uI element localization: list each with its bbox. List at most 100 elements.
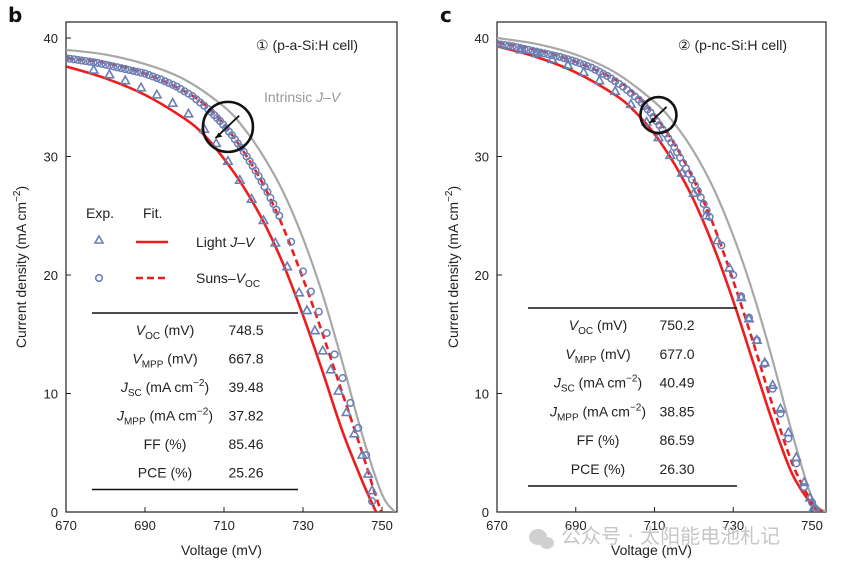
data-point-light-jv	[625, 98, 637, 109]
data-point-suns-voc	[184, 89, 193, 98]
table-param-label: PCE (%)	[138, 465, 192, 481]
data-point-suns-voc	[768, 384, 777, 393]
data-point-suns-voc	[520, 44, 529, 54]
data-point-light-jv	[664, 149, 676, 160]
data-point-light-jv	[743, 312, 755, 323]
panel-label: b	[8, 3, 22, 27]
data-point-light-jv	[151, 88, 163, 99]
table-param-value: 667.8	[228, 351, 263, 367]
data-point-light-jv	[234, 174, 246, 184]
data-point-suns-voc	[497, 40, 505, 49]
table-param-label: PCE (%)	[571, 461, 625, 477]
table-param-value: 25.26	[228, 465, 263, 481]
x-tick-label: 750	[371, 518, 393, 533]
table-param-label: JMPP (mA cm−2)	[116, 407, 213, 428]
data-point-light-jv	[515, 43, 527, 54]
panel-c: c 670 690 710 730 750 0 10 20 30 40 Voltage (mV) Cur…	[440, 3, 827, 558]
data-point-light-jv	[119, 74, 131, 85]
data-point-light-jv	[88, 63, 100, 74]
table-param-value: 748.5	[228, 322, 263, 338]
data-point-suns-voc	[306, 287, 315, 296]
highlight-circle	[639, 95, 678, 135]
data-point-light-jv	[609, 85, 621, 96]
watermark-text: 公众号 · 太阳能电池札记	[561, 524, 780, 548]
intrinsic-jv-label: Intrinsic J–V	[264, 89, 342, 105]
legend-circle-icon	[94, 273, 104, 283]
table-param-value: 40.49	[659, 375, 694, 391]
data-point-light-jv	[356, 448, 368, 459]
x-tick-label: 690	[565, 518, 587, 533]
data-point-suns-voc	[109, 62, 118, 71]
table-param-value: 86.59	[659, 432, 694, 448]
data-point-suns-voc	[595, 67, 604, 76]
data-point-light-jv	[293, 286, 305, 297]
y-tick-label: 0	[482, 505, 489, 520]
table-param-label: VOC (mV)	[136, 322, 195, 342]
table-param-value: 39.48	[228, 379, 263, 395]
data-point-suns-voc	[113, 63, 122, 72]
data-point-suns-voc	[66, 54, 71, 63]
highlight-circle	[201, 100, 255, 154]
data-point-suns-voc	[129, 66, 138, 75]
series-line-intrinsic-j-v	[497, 36, 826, 512]
data-point-suns-voc	[117, 64, 126, 73]
data-point-light-jv	[167, 97, 179, 107]
data-point-suns-voc	[152, 73, 161, 83]
data-point-light-jv	[562, 59, 574, 70]
data-point-suns-voc	[536, 48, 545, 57]
data-point-suns-voc	[330, 350, 339, 359]
data-point-suns-voc	[275, 211, 284, 220]
data-point-suns-voc	[121, 65, 130, 74]
watermark: 公众号 · 太阳能电池札记	[529, 524, 780, 549]
data-point-suns-voc	[696, 193, 705, 202]
data-point-suns-voc	[591, 65, 600, 74]
data-point-suns-voc	[172, 82, 181, 91]
series-line-light-j-v-fit	[66, 65, 378, 512]
table-param-value: 26.30	[659, 461, 694, 477]
x-tick-label: 750	[801, 518, 823, 533]
parameters-table: VOC (mV) 750.2 VMPP (mV) 677.0 JSC (mA cm−2)…	[528, 307, 737, 487]
x-tick-label: 730	[722, 518, 744, 533]
data-point-suns-voc	[737, 292, 746, 301]
x-axis-label: Voltage (mV)	[181, 542, 262, 558]
data-point-suns-voc	[552, 52, 561, 61]
data-point-suns-voc	[699, 199, 708, 208]
data-point-suns-voc	[717, 241, 726, 250]
data-point-suns-voc	[322, 329, 331, 338]
data-point-suns-voc	[807, 498, 817, 507]
x-tick-label: 670	[55, 518, 77, 533]
data-point-suns-voc	[752, 336, 761, 345]
data-point-suns-voc	[563, 55, 572, 64]
data-point-suns-voc	[500, 41, 509, 50]
series-line-light-j-v-fit	[497, 45, 822, 512]
y-tick-label: 0	[51, 505, 58, 520]
data-point-suns-voc	[354, 423, 363, 432]
data-point-light-jv	[593, 74, 605, 85]
data-point-suns-voc	[89, 58, 98, 67]
legend-fit-header: Fit.	[143, 205, 162, 221]
data-point-light-jv	[269, 236, 281, 247]
data-point-light-jv	[340, 406, 353, 417]
data-point-suns-voc	[164, 78, 173, 88]
cell-annotation: ① (p-a-Si:H cell)	[256, 37, 358, 53]
data-point-light-jv	[774, 402, 787, 413]
table-param-label: FF (%)	[144, 436, 187, 452]
panel-b: b 670 690 710 730 750 0 10 20 30 40 Voltage (mV) Cur…	[8, 3, 398, 558]
parameters-table: VOC (mV) 748.5 VMPP (mV) 667.8 JSC (mA cm−2)…	[92, 312, 298, 491]
data-point-suns-voc	[93, 58, 102, 67]
data-point-suns-voc	[548, 51, 557, 60]
table-param-label: VMPP (mV)	[132, 351, 197, 371]
data-point-suns-voc	[567, 56, 576, 65]
data-point-suns-voc	[298, 267, 308, 276]
data-point-light-jv	[641, 115, 653, 126]
data-point-suns-voc	[811, 505, 820, 512]
data-point-suns-voc	[528, 46, 537, 55]
data-point-light-jv	[325, 363, 337, 374]
data-point-suns-voc	[156, 75, 165, 84]
data-point-suns-voc	[133, 67, 142, 76]
panel-label: c	[440, 3, 452, 27]
data-point-light-jv	[210, 137, 222, 148]
data-point-suns-voc	[508, 42, 517, 51]
table-param-value: 85.46	[228, 436, 263, 452]
